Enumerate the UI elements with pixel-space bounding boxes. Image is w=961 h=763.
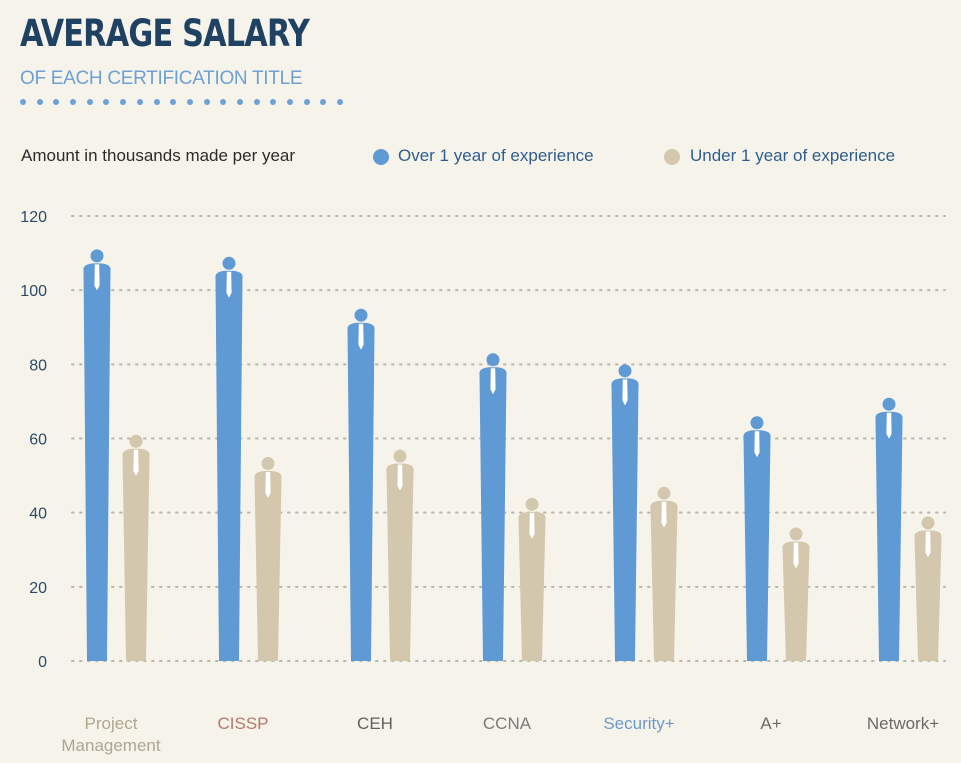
bar-under-1yr <box>914 516 942 661</box>
legend-swatch-under <box>664 149 680 165</box>
bar-over-1yr <box>611 364 639 661</box>
x-tick-label: CCNA <box>483 714 532 733</box>
chart-subtitle: OF EACH CERTIFICATION TITLE <box>20 68 303 89</box>
chart-title: AVERAGE SALARY <box>20 12 310 55</box>
x-tick-label: Security+ <box>603 714 674 733</box>
unit-note: Amount in thousands made per year <box>21 146 296 165</box>
x-tick-label: Network+ <box>867 714 939 733</box>
bar-over-1yr <box>347 308 375 661</box>
x-tick-label: Project Management <box>61 714 161 755</box>
bar-under-1yr <box>254 457 282 661</box>
salary-bar-chart: 0 20 40 60 80 100 120 Project Management CISSP CEH… <box>20 209 946 755</box>
y-tick-label: 120 <box>20 209 47 226</box>
y-tick-label: 0 <box>38 654 47 671</box>
bar-over-1yr <box>875 397 903 661</box>
bar-over-1yr <box>743 416 771 661</box>
bar-over-1yr <box>479 353 507 661</box>
bar-under-1yr <box>782 527 810 661</box>
y-tick-label: 100 <box>20 283 47 300</box>
bar-over-1yr <box>215 256 243 661</box>
bar-under-1yr <box>386 449 414 661</box>
y-tick-label: 80 <box>29 357 47 374</box>
x-tick-label: CISSP <box>217 714 268 733</box>
x-tick-label: A+ <box>760 714 781 733</box>
y-tick-label: 60 <box>29 432 47 449</box>
x-tick-label: CEH <box>357 714 393 733</box>
y-tick-label: 20 <box>29 580 47 597</box>
legend-swatch-over <box>373 149 389 165</box>
legend-label-under: Under 1 year of experience <box>690 146 896 165</box>
bar-over-1yr <box>83 249 111 661</box>
decorative-dot-divider <box>20 99 360 109</box>
y-tick-label: 40 <box>29 506 47 523</box>
bar-under-1yr <box>122 434 150 661</box>
legend-label-over: Over 1 year of experience <box>398 146 594 165</box>
bar-under-1yr <box>650 486 678 661</box>
bar-under-1yr <box>518 497 546 661</box>
